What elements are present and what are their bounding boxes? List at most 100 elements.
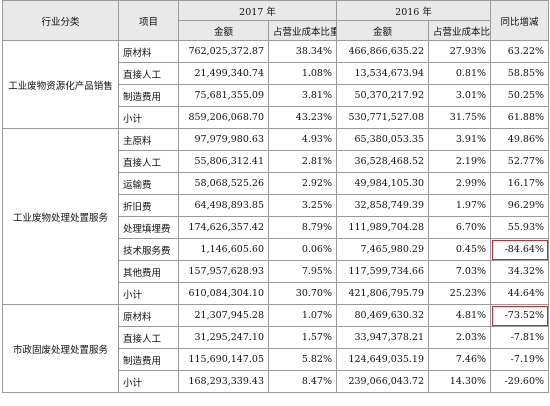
amount-2016-cell: 466,866,635.22 — [336, 40, 430, 63]
yoy-cell: -7.19% — [490, 348, 550, 371]
amount-2016-cell: 32,858,749.39 — [336, 194, 430, 217]
table-row: 处理填埋费 174,626,357.42 8.79% 111,989,704.28 6.… — [3, 216, 550, 239]
ratio-2016-cell: 3.01% — [428, 84, 492, 107]
amount-2017-cell: 762,025,372.87 — [178, 40, 269, 63]
ratio-2017-cell: 7.95% — [267, 260, 338, 283]
header-yoy: 同比增减 — [490, 0, 550, 41]
item-cell: 小计 — [118, 370, 179, 393]
item-cell: 制造费用 — [118, 84, 179, 107]
amount-2016-cell: 80,469,630.32 — [336, 304, 430, 327]
amount-2016-cell: 49,984,105.30 — [336, 172, 430, 195]
item-cell: 其他费用 — [118, 260, 179, 283]
ratio-2017-cell: 38.34% — [267, 40, 338, 63]
yoy-cell: -73.52% — [490, 304, 550, 327]
ratio-2017-cell: 1.57% — [267, 326, 338, 349]
yoy-cell: 58.85% — [490, 62, 550, 85]
yoy-cell: 52.77% — [490, 150, 550, 173]
amount-2016-cell: 124,649,035.19 — [336, 348, 430, 371]
header-category: 行业分类 — [2, 0, 119, 41]
ratio-2016-cell: 31.75% — [428, 106, 492, 129]
item-cell: 主原料 — [118, 128, 179, 151]
header-year-2017: 2017 年 — [177, 0, 338, 21]
item-cell: 直接人工 — [118, 62, 179, 85]
ratio-2016-cell: 25.23% — [428, 282, 492, 305]
yoy-cell: 16.17% — [490, 172, 550, 195]
ratio-2017-cell: 3.81% — [267, 84, 338, 107]
header-ratio-2017: 占营业成本比重 — [267, 20, 338, 41]
category-cell: 工业废物资源化产品销售 — [2, 40, 119, 129]
yoy-cell: 55.93% — [490, 216, 550, 239]
amount-2017-cell: 610,084,304.10 — [178, 282, 269, 305]
item-cell: 处理填埋费 — [118, 216, 179, 239]
ratio-2016-cell: 3.91% — [428, 128, 492, 151]
ratio-2017-cell: 4.93% — [267, 128, 338, 151]
ratio-2017-cell: 30.70% — [267, 282, 338, 305]
yoy-cell: -7.81% — [490, 326, 550, 349]
amount-2017-cell: 21,307,945.28 — [178, 304, 269, 327]
ratio-2016-cell: 4.81% — [428, 304, 492, 327]
item-cell: 小计 — [118, 282, 179, 305]
amount-2017-cell: 1,146,605.60 — [178, 238, 269, 261]
ratio-2017-cell: 1.08% — [267, 62, 338, 85]
ratio-2017-cell: 0.06% — [267, 238, 338, 261]
yoy-cell: 61.88% — [490, 106, 550, 129]
table-row: 工业废物资源化产品销售 原材料 762,025,372.87 38.34% 466,86… — [2, 40, 550, 129]
ratio-2017-cell: 43.23% — [267, 106, 338, 129]
yoy-cell: -84.64% — [490, 238, 550, 261]
amount-2017-cell: 58,068,525.26 — [178, 172, 269, 195]
amount-2016-cell: 111,989,704.28 — [336, 216, 430, 239]
ratio-2016-cell: 27.93% — [428, 40, 492, 63]
item-cell: 直接人工 — [118, 150, 179, 173]
table-row: 市政固废处理处置服务 原材料 21,307,945.28 1.07% 80,469,63… — [2, 304, 550, 393]
item-cell: 原材料 — [118, 40, 179, 63]
ratio-2017-cell: 2.81% — [267, 150, 338, 173]
yoy-cell: -29.60% — [490, 370, 550, 393]
cost-breakdown-table: 行业分类 项目 2017 年 2016 年 同比增减 金额 占营业成本比重 金额… — [2, 0, 550, 393]
header-year-2016: 2016 年 — [336, 0, 492, 21]
yoy-cell: 50.25% — [490, 84, 550, 107]
amount-2017-cell: 31,295,247.10 — [178, 326, 269, 349]
yoy-cell: 63.22% — [490, 40, 550, 63]
item-cell: 制造费用 — [118, 348, 179, 371]
yoy-cell: 34.32% — [490, 260, 550, 283]
amount-2016-cell: 7,465,980.29 — [336, 238, 430, 261]
amount-2016-cell: 530,771,527.08 — [336, 106, 430, 129]
amount-2016-cell: 65,380,053.35 — [336, 128, 430, 151]
ratio-2016-cell: 0.45% — [428, 238, 492, 261]
item-cell: 小计 — [118, 106, 179, 129]
ratio-2016-cell: 0.81% — [428, 62, 492, 85]
table-body: 工业废物资源化产品销售 原材料 762,025,372.87 38.34% 466,86… — [2, 40, 550, 393]
table-row: 小计 859,206,068.70 43.23% 530,771,527.08 31.7… — [3, 106, 550, 129]
table-row: 直接人工 21,499,340.74 1.08% 13,534,673.94 0.81%… — [3, 62, 550, 85]
amount-2017-cell: 157,957,628.93 — [178, 260, 269, 283]
amount-2016-cell: 239,066,043.72 — [336, 370, 430, 393]
ratio-2017-cell: 8.47% — [267, 370, 338, 393]
ratio-2016-cell: 2.99% — [428, 172, 492, 195]
amount-2017-cell: 97,979,980.63 — [178, 128, 269, 151]
ratio-2016-cell: 14.30% — [428, 370, 492, 393]
table-row: 制造费用 115,690,147.05 5.82% 124,649,035.19 7.4… — [3, 348, 550, 371]
ratio-2017-cell: 1.07% — [267, 304, 338, 327]
table-row: 直接人工 31,295,247.10 1.57% 33,947,378.21 2.03%… — [3, 326, 550, 349]
amount-2016-cell: 13,534,673.94 — [336, 62, 430, 85]
category-cell: 市政固废处理处置服务 — [2, 304, 119, 393]
amount-2016-cell: 421,806,795.79 — [336, 282, 430, 305]
amount-2017-cell: 21,499,340.74 — [178, 62, 269, 85]
table-row: 小计 168,293,339.43 8.47% 239,066,043.72 14.30… — [3, 370, 550, 393]
amount-2017-cell: 55,806,312.41 — [178, 150, 269, 173]
ratio-2017-cell: 5.82% — [267, 348, 338, 371]
item-cell: 运输费 — [118, 172, 179, 195]
item-cell: 折旧费 — [118, 194, 179, 217]
ratio-2017-cell: 3.25% — [267, 194, 338, 217]
table-row: 直接人工 55,806,312.41 2.81% 36,528,468.52 2.19%… — [3, 150, 550, 173]
amount-2016-cell: 50,370,217.92 — [336, 84, 430, 107]
amount-2017-cell: 174,626,357.42 — [178, 216, 269, 239]
ratio-2016-cell: 1.97% — [428, 194, 492, 217]
item-cell: 原材料 — [118, 304, 179, 327]
header-ratio-2016: 占营业成本比重 — [428, 20, 492, 41]
ratio-2016-cell: 7.46% — [428, 348, 492, 371]
header-item: 项目 — [118, 0, 179, 41]
table-header: 行业分类 项目 2017 年 2016 年 同比增减 金额 占营业成本比重 金额… — [2, 0, 550, 41]
ratio-2017-cell: 2.92% — [267, 172, 338, 195]
